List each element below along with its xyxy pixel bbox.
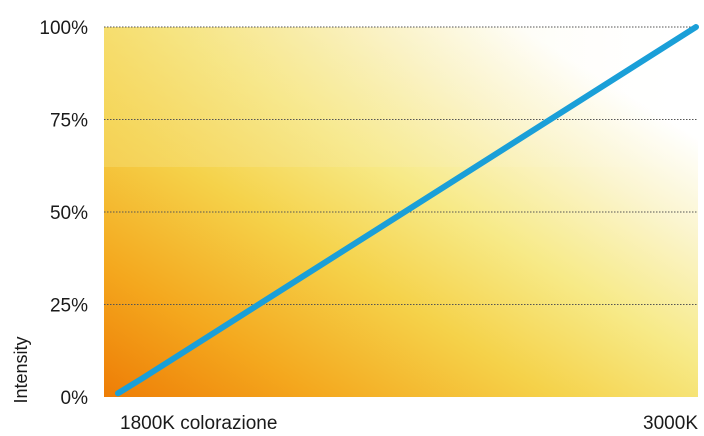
y-axis-ticks: 0% 25% 50% 75% 100% (39, 18, 88, 409)
y-tick-25pct: 25% (50, 296, 88, 317)
grid-lines (104, 26, 698, 305)
x-tick-1800k: 1800K colorazione (120, 413, 277, 434)
x-tick-3000k: 3000K (643, 413, 698, 434)
intensity-line (115, 24, 699, 397)
y-tick-100pct: 100% (39, 18, 88, 39)
y-tick-0pct: 0% (61, 388, 89, 409)
y-axis-label: Intensity (11, 336, 31, 403)
y-tick-50pct: 50% (50, 203, 88, 224)
y-tick-75pct: 75% (50, 111, 88, 132)
